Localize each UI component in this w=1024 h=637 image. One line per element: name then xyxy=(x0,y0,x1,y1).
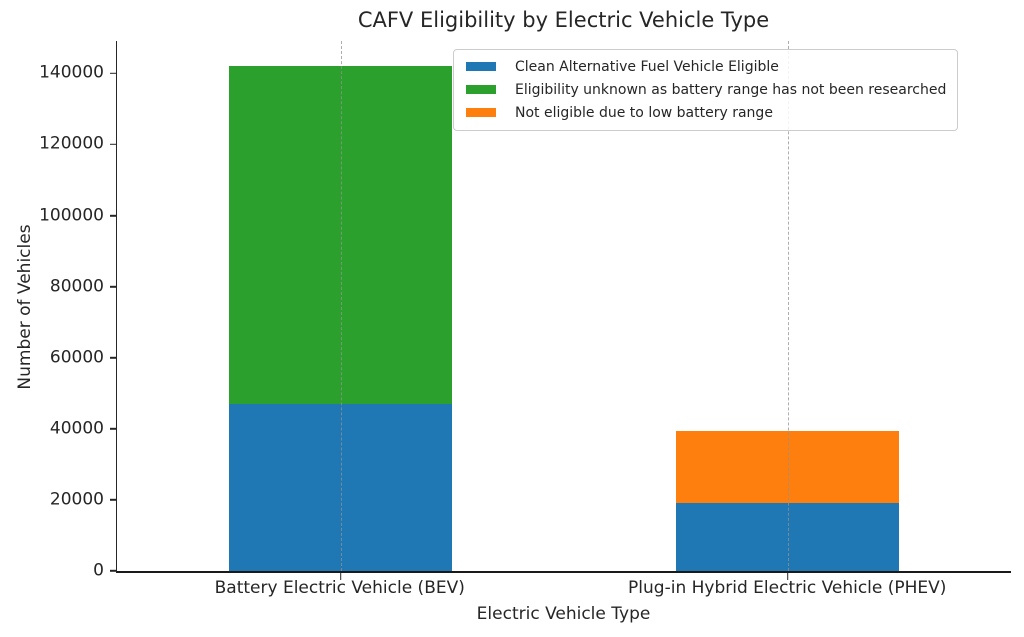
y-tick-label: 0 xyxy=(93,560,104,581)
y-tick-mark xyxy=(110,143,117,146)
y-tick-label: 100000 xyxy=(39,205,104,226)
legend-label-unknown-battery-range: Eligibility unknown as battery range has… xyxy=(515,81,947,98)
y-tick-mark xyxy=(110,72,117,75)
legend-item-cafv-eligible: Clean Alternative Fuel Vehicle Eligible xyxy=(466,55,946,78)
y-tick-mark xyxy=(110,428,117,430)
y-tick-label: 40000 xyxy=(49,418,104,439)
gridline xyxy=(787,41,789,571)
legend-label-not-eligible: Not eligible due to low battery range xyxy=(515,104,773,121)
x-axis-label: Electric Vehicle Type xyxy=(476,604,651,624)
gridline xyxy=(340,41,342,571)
x-tick-mark xyxy=(339,573,342,580)
chart-title: CAFV Eligibility by Electric Vehicle Typ… xyxy=(357,8,770,32)
y-tick-label: 120000 xyxy=(39,133,104,154)
x-tick-mark xyxy=(786,573,789,580)
legend-label-cafv-eligible: Clean Alternative Fuel Vehicle Eligible xyxy=(515,58,779,75)
legend-item-unknown-battery-range: Eligibility unknown as battery range has… xyxy=(466,78,946,101)
y-tick-label: 140000 xyxy=(39,62,104,83)
y-tick-mark xyxy=(110,499,117,501)
y-axis-label: Number of Vehicles xyxy=(15,224,35,390)
y-tick-mark xyxy=(110,285,117,288)
x-tick-labels: Battery Electric Vehicle (BEV) Plug-in H… xyxy=(116,578,1011,598)
legend: Clean Alternative Fuel Vehicle Eligible … xyxy=(453,49,959,131)
y-tick-mark xyxy=(110,356,117,359)
y-tick-mark xyxy=(110,570,117,572)
y-tick-label: 80000 xyxy=(49,276,104,297)
plot-area: 0 20000 40000 60000 80000 100000 120000 140000 xyxy=(39,41,1011,580)
y-tick-label: 60000 xyxy=(49,347,104,368)
x-tick-label-phev: Plug-in Hybrid Electric Vehicle (PHEV) xyxy=(628,578,947,598)
legend-swatch-not-eligible-icon xyxy=(466,108,496,117)
y-tick-mark xyxy=(110,214,117,217)
x-tick-label-bev: Battery Electric Vehicle (BEV) xyxy=(214,578,465,598)
legend-swatch-cafv-eligible-icon xyxy=(466,62,496,71)
legend-swatch-unknown-battery-range-icon xyxy=(466,85,496,94)
y-tick-label: 20000 xyxy=(49,489,104,510)
legend-item-not-eligible: Not eligible due to low battery range xyxy=(466,101,946,124)
